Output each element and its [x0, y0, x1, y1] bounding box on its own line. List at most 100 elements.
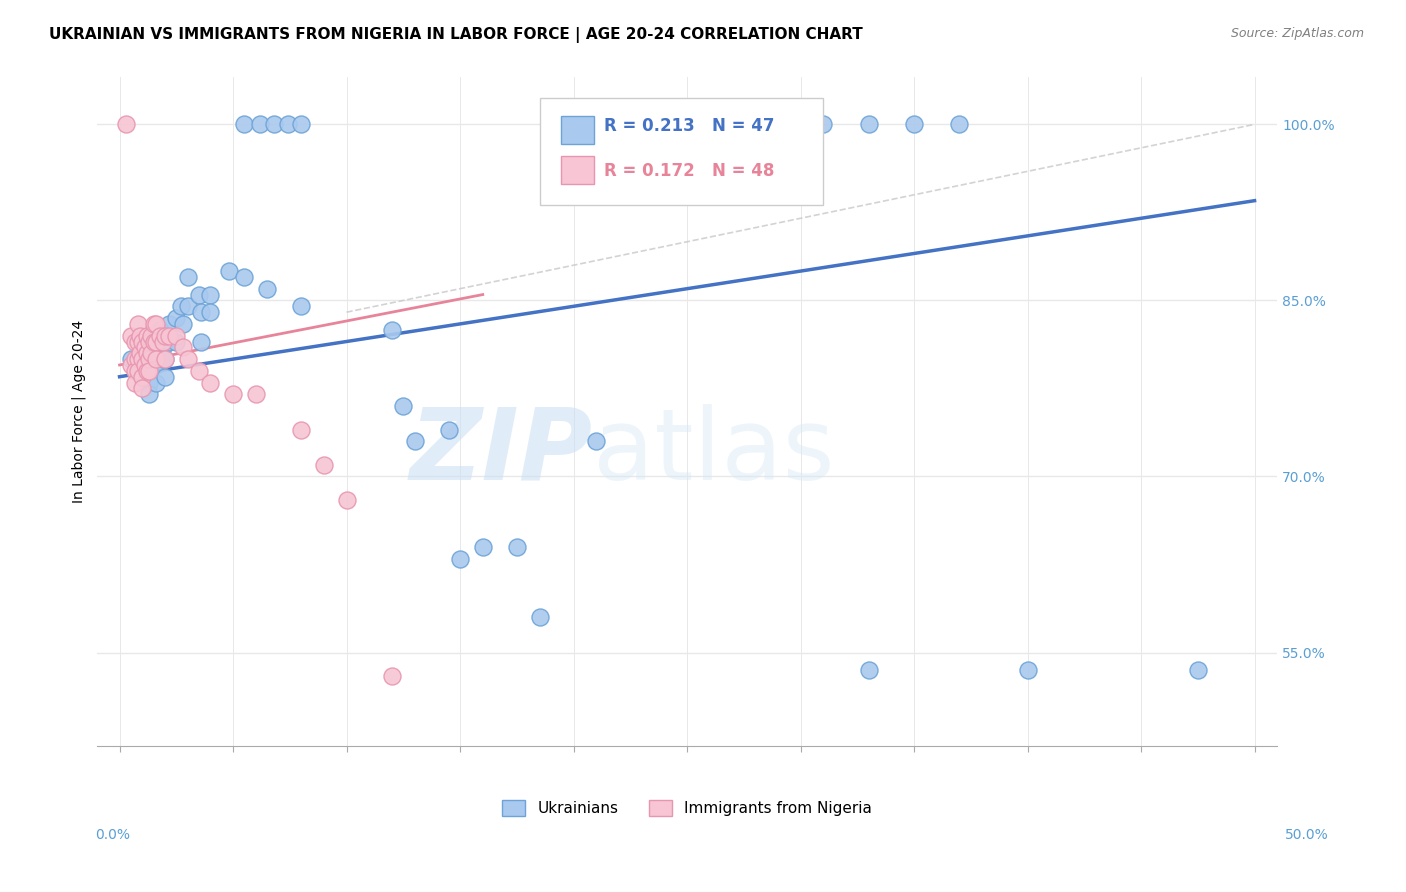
Point	[170, 299, 193, 313]
Point	[142, 317, 165, 331]
Point	[115, 117, 138, 131]
Point	[249, 117, 271, 131]
Point	[153, 369, 176, 384]
Point	[141, 346, 163, 360]
Point	[149, 328, 172, 343]
Point	[153, 352, 176, 367]
Text: ZIP: ZIP	[409, 403, 592, 500]
Point	[134, 340, 156, 354]
Point	[127, 317, 149, 331]
Text: Source: ZipAtlas.com: Source: ZipAtlas.com	[1230, 27, 1364, 40]
Point	[335, 492, 357, 507]
Text: atlas: atlas	[592, 403, 834, 500]
Point	[145, 376, 167, 390]
Point	[290, 299, 312, 313]
Point	[129, 346, 152, 360]
Point	[948, 117, 970, 131]
Text: 50.0%: 50.0%	[1285, 828, 1329, 842]
Legend: Ukrainians, Immigrants from Nigeria: Ukrainians, Immigrants from Nigeria	[496, 794, 877, 822]
Point	[120, 328, 142, 343]
Point	[218, 264, 240, 278]
Point	[135, 334, 157, 349]
Point	[142, 334, 165, 349]
Point	[176, 352, 198, 367]
Point	[131, 369, 153, 384]
Point	[172, 340, 194, 354]
Point	[222, 387, 245, 401]
Point	[124, 364, 146, 378]
Point	[245, 387, 267, 401]
Point	[124, 352, 146, 367]
Point	[141, 328, 163, 343]
Point	[200, 305, 222, 319]
Point	[529, 610, 551, 624]
Point	[127, 334, 149, 349]
Point	[471, 540, 494, 554]
Point	[290, 423, 312, 437]
Point	[131, 369, 153, 384]
Point	[145, 352, 167, 367]
FancyBboxPatch shape	[561, 156, 593, 185]
Point	[172, 317, 194, 331]
Point	[127, 352, 149, 367]
Point	[120, 352, 142, 367]
Point	[135, 346, 157, 360]
Point	[437, 423, 460, 437]
Point	[858, 663, 880, 677]
Point	[142, 328, 165, 343]
Point	[131, 352, 153, 367]
Point	[290, 117, 312, 131]
Point	[124, 334, 146, 349]
FancyBboxPatch shape	[540, 97, 823, 204]
Point	[188, 287, 211, 301]
Point	[165, 328, 187, 343]
Point	[392, 399, 415, 413]
Point	[138, 376, 160, 390]
Point	[188, 364, 211, 378]
Point	[277, 117, 299, 131]
Point	[1187, 663, 1209, 677]
Point	[165, 311, 187, 326]
Point	[127, 364, 149, 378]
Point	[159, 328, 181, 343]
Point	[145, 358, 167, 372]
Point	[152, 334, 174, 349]
Text: R = 0.172   N = 48: R = 0.172 N = 48	[605, 162, 775, 180]
Point	[152, 352, 174, 367]
Point	[263, 117, 285, 131]
Text: UKRAINIAN VS IMMIGRANTS FROM NIGERIA IN LABOR FORCE | AGE 20-24 CORRELATION CHAR: UKRAINIAN VS IMMIGRANTS FROM NIGERIA IN …	[49, 27, 863, 43]
Point	[152, 340, 174, 354]
Point	[145, 346, 167, 360]
Point	[131, 334, 153, 349]
Point	[153, 334, 176, 349]
Text: R = 0.213   N = 47: R = 0.213 N = 47	[605, 117, 775, 136]
Point	[153, 328, 176, 343]
Point	[135, 328, 157, 343]
Point	[200, 287, 222, 301]
Point	[200, 376, 222, 390]
Point	[124, 376, 146, 390]
Point	[135, 364, 157, 378]
Point	[120, 358, 142, 372]
Point	[585, 434, 607, 449]
Point	[138, 334, 160, 349]
Y-axis label: In Labor Force | Age 20-24: In Labor Force | Age 20-24	[72, 320, 86, 503]
Point	[131, 352, 153, 367]
Point	[149, 323, 172, 337]
Point	[131, 381, 153, 395]
Point	[138, 364, 160, 378]
FancyBboxPatch shape	[561, 116, 593, 145]
Point	[159, 334, 181, 349]
Point	[138, 387, 160, 401]
Point	[190, 334, 212, 349]
Point	[165, 334, 187, 349]
Point	[138, 358, 160, 372]
Point	[312, 458, 335, 472]
Text: 0.0%: 0.0%	[96, 828, 131, 842]
Point	[159, 317, 181, 331]
Point	[134, 358, 156, 372]
Point	[858, 117, 880, 131]
Point	[381, 669, 404, 683]
Point	[190, 305, 212, 319]
Point	[1017, 663, 1039, 677]
